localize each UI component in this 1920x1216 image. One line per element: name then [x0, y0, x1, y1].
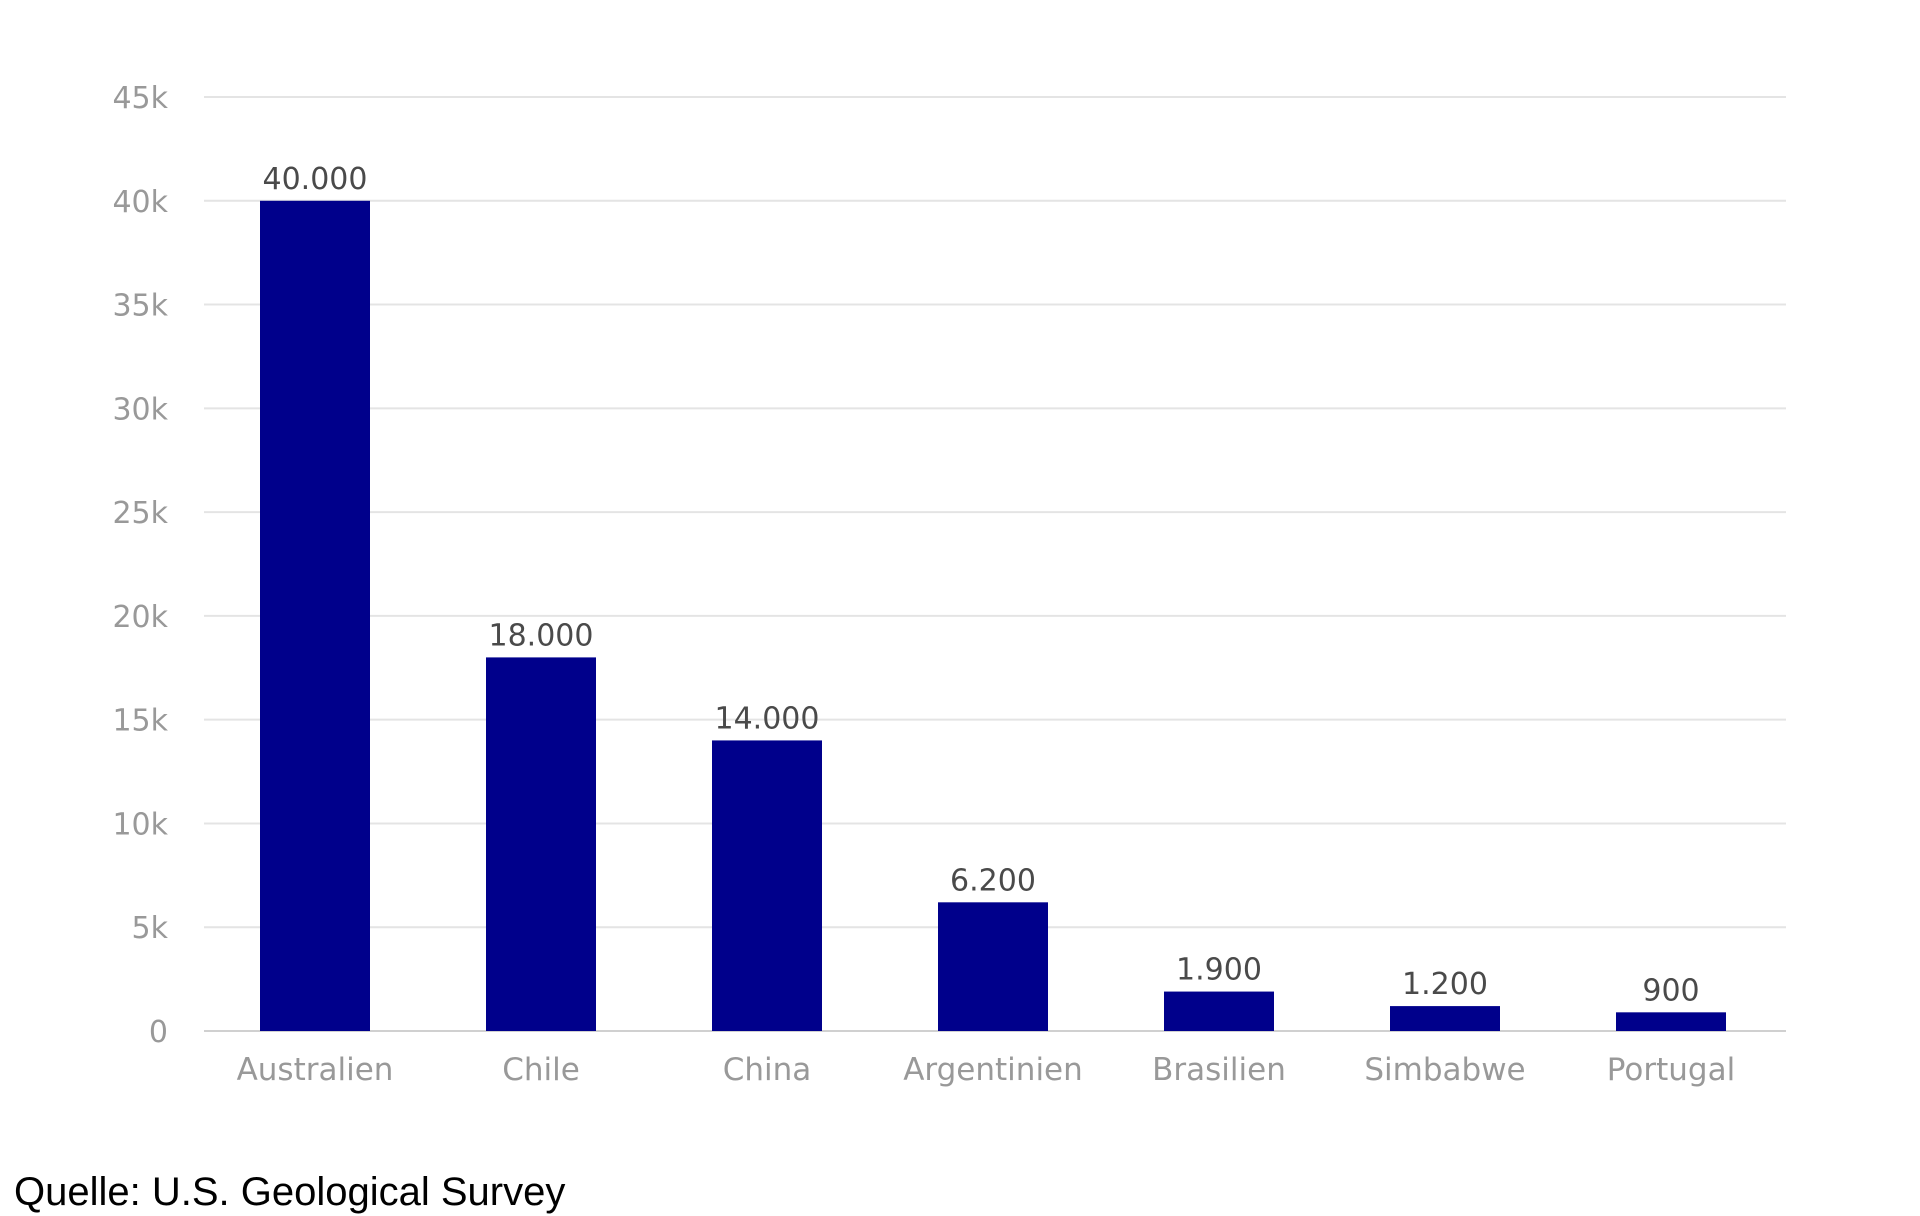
y-tick-label: 35k — [112, 289, 168, 324]
bar — [1164, 991, 1274, 1031]
bar — [1616, 1012, 1726, 1031]
data-label: 900 — [1642, 973, 1699, 1008]
x-tick-label: Chile — [502, 1052, 580, 1088]
x-tick-label: Australien — [237, 1052, 394, 1088]
bars — [260, 200, 1726, 1031]
bar — [712, 740, 822, 1031]
y-tick-label: 20k — [112, 600, 168, 635]
data-labels: 40.000 18.000 14.000 6.200 1.900 1.200 900 — [263, 162, 1700, 1009]
data-label: 14.000 — [715, 701, 820, 736]
x-tick-label: Simbabwe — [1364, 1052, 1525, 1088]
data-label: 1.200 — [1402, 967, 1488, 1002]
y-tick-label: 0 — [149, 1015, 168, 1050]
data-label: 6.200 — [950, 863, 1036, 898]
data-label: 40.000 — [263, 162, 368, 197]
y-tick-label: 25k — [112, 496, 168, 531]
bar — [260, 200, 370, 1031]
gridlines — [204, 96, 1786, 1032]
x-tick-label: China — [723, 1052, 812, 1088]
y-tick-label: 40k — [112, 185, 168, 220]
x-tick-label: Portugal — [1607, 1052, 1735, 1088]
y-axis-ticks: 0 5k 10k 15k 20k 25k 30k 35k 40k 45k — [112, 81, 168, 1050]
data-label: 18.000 — [489, 618, 594, 653]
x-axis-ticks: Australien Chile China Argentinien Brasilien… — [237, 1052, 1736, 1088]
bar — [1390, 1006, 1500, 1031]
x-tick-label: Argentinien — [903, 1052, 1083, 1088]
y-tick-label: 5k — [132, 911, 169, 946]
y-tick-label: 30k — [112, 392, 168, 427]
data-label: 1.900 — [1176, 953, 1262, 988]
y-tick-label: 45k — [112, 81, 168, 116]
y-tick-label: 10k — [112, 807, 168, 842]
source-note: Quelle: U.S. Geological Survey — [14, 1170, 566, 1214]
y-tick-label: 15k — [112, 704, 168, 739]
bar — [938, 902, 1048, 1031]
x-tick-label: Brasilien — [1152, 1052, 1286, 1088]
bar — [486, 657, 596, 1031]
